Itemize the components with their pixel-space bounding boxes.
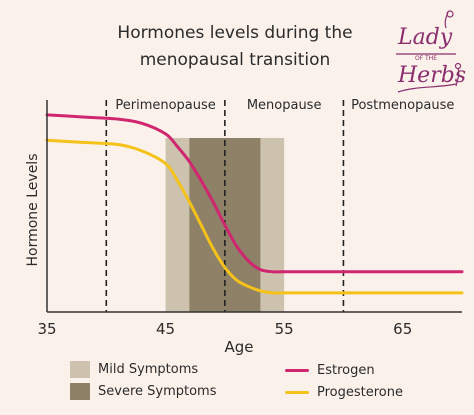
axes <box>46 100 462 313</box>
legend-mild-label: Mild Symptoms <box>98 362 199 377</box>
legend-estrogen-line <box>285 369 309 372</box>
phase-dividers <box>105 100 345 312</box>
legend-progesterone-label: Progesterone <box>317 385 403 400</box>
legend-estrogen-label: Estrogen <box>317 363 375 378</box>
legend-progesterone: Progesterone <box>285 385 403 400</box>
mild-symptoms-region-1 <box>260 138 285 312</box>
logo-text-bottom: Herbs <box>397 63 466 88</box>
chart-title-line-1: Hormones levels during the <box>117 23 353 43</box>
legend-progesterone-line <box>285 391 309 394</box>
legend-severe-label: Severe Symptoms <box>98 384 217 399</box>
phase-label-2: Postmenopause <box>351 98 454 113</box>
estrogen-line <box>45 113 464 274</box>
logo-text-small: OF THE <box>415 55 437 62</box>
legend-severe-swatch <box>70 383 90 400</box>
chart-title: Hormones levels during the menopausal tr… <box>50 20 420 74</box>
y-axis-label: Hormone Levels <box>25 154 41 267</box>
x-tick-45: 45 <box>156 320 175 338</box>
chart-title-line-2: menopausal transition <box>139 50 331 70</box>
legend-estrogen: Estrogen <box>285 363 375 378</box>
series-lines <box>45 113 464 295</box>
legend-mild-symptoms: Mild Symptoms <box>70 361 198 378</box>
x-tick-65: 65 <box>393 320 412 338</box>
phase-label-0: Perimenopause <box>115 98 215 113</box>
mild-symptoms-region-0 <box>165 138 190 312</box>
legend-severe-symptoms: Severe Symptoms <box>70 383 216 400</box>
x-tick-55: 55 <box>275 320 294 338</box>
lady-of-the-herbs-logo: Lady OF THE Herbs <box>396 10 466 93</box>
x-tick-labels: 35 45 55 65 <box>37 320 412 338</box>
phase-label-1: Menopause <box>247 98 322 113</box>
phase-labels: Perimenopause Menopause Postmenopause <box>115 98 454 113</box>
logo-text-top: Lady <box>397 25 453 50</box>
progesterone-line <box>45 138 464 295</box>
x-tick-35: 35 <box>37 320 56 338</box>
x-axis-label: Age <box>224 338 253 356</box>
legend-mild-swatch <box>70 361 90 378</box>
